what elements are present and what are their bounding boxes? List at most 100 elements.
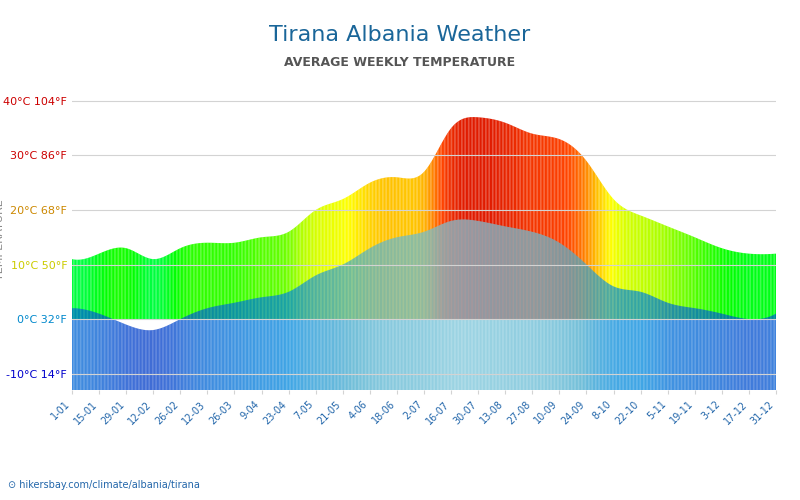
- Polygon shape: [405, 178, 406, 319]
- Polygon shape: [279, 235, 281, 319]
- Polygon shape: [749, 319, 750, 390]
- Polygon shape: [154, 330, 155, 390]
- Polygon shape: [522, 130, 523, 319]
- Polygon shape: [663, 224, 665, 319]
- Polygon shape: [83, 259, 85, 319]
- Polygon shape: [94, 255, 96, 319]
- Polygon shape: [756, 254, 758, 319]
- Polygon shape: [621, 289, 622, 390]
- Polygon shape: [525, 131, 526, 319]
- Polygon shape: [426, 168, 427, 319]
- Polygon shape: [260, 298, 261, 390]
- Polygon shape: [473, 117, 474, 319]
- Polygon shape: [322, 272, 323, 390]
- Polygon shape: [406, 236, 408, 390]
- Polygon shape: [164, 326, 165, 390]
- Polygon shape: [290, 230, 292, 319]
- Polygon shape: [553, 240, 554, 390]
- Polygon shape: [110, 249, 111, 319]
- Polygon shape: [475, 117, 477, 319]
- Polygon shape: [634, 290, 635, 390]
- Polygon shape: [255, 298, 257, 390]
- Polygon shape: [153, 330, 154, 390]
- Polygon shape: [711, 244, 713, 319]
- Polygon shape: [580, 153, 582, 319]
- Polygon shape: [763, 254, 765, 319]
- Polygon shape: [563, 140, 564, 319]
- Polygon shape: [102, 314, 103, 390]
- Polygon shape: [493, 119, 494, 319]
- Polygon shape: [220, 305, 222, 390]
- Polygon shape: [357, 256, 358, 390]
- Polygon shape: [707, 310, 708, 390]
- Polygon shape: [490, 118, 491, 319]
- Polygon shape: [226, 243, 227, 319]
- Polygon shape: [454, 123, 456, 319]
- Polygon shape: [770, 316, 772, 390]
- Polygon shape: [325, 205, 326, 319]
- Polygon shape: [306, 216, 308, 319]
- Polygon shape: [494, 224, 495, 390]
- Polygon shape: [510, 125, 512, 319]
- Polygon shape: [769, 254, 770, 319]
- Polygon shape: [312, 277, 314, 390]
- Polygon shape: [397, 237, 398, 390]
- Polygon shape: [462, 118, 464, 319]
- Polygon shape: [766, 254, 767, 319]
- Polygon shape: [621, 206, 622, 319]
- Polygon shape: [330, 269, 331, 390]
- Polygon shape: [414, 178, 415, 319]
- Polygon shape: [638, 214, 639, 319]
- Polygon shape: [650, 296, 652, 390]
- Polygon shape: [773, 314, 774, 390]
- Polygon shape: [127, 325, 129, 390]
- Polygon shape: [746, 319, 748, 390]
- Polygon shape: [724, 314, 726, 390]
- Polygon shape: [710, 311, 711, 390]
- Polygon shape: [449, 221, 450, 390]
- Polygon shape: [604, 186, 606, 319]
- Polygon shape: [272, 236, 274, 319]
- Polygon shape: [295, 226, 296, 319]
- Polygon shape: [290, 290, 292, 390]
- Polygon shape: [752, 320, 754, 390]
- Polygon shape: [216, 243, 218, 319]
- Polygon shape: [168, 324, 170, 390]
- Polygon shape: [713, 245, 714, 319]
- Polygon shape: [194, 244, 196, 319]
- Polygon shape: [695, 238, 697, 319]
- Polygon shape: [179, 248, 181, 319]
- Polygon shape: [481, 222, 482, 390]
- Polygon shape: [457, 121, 458, 319]
- Polygon shape: [499, 121, 501, 319]
- Polygon shape: [538, 135, 539, 319]
- Polygon shape: [76, 260, 78, 319]
- Polygon shape: [142, 330, 144, 390]
- Polygon shape: [268, 236, 270, 319]
- Polygon shape: [514, 228, 515, 390]
- Polygon shape: [277, 295, 278, 390]
- Polygon shape: [434, 154, 436, 319]
- Polygon shape: [354, 192, 355, 319]
- Polygon shape: [562, 244, 563, 390]
- Polygon shape: [292, 228, 294, 319]
- Polygon shape: [350, 194, 351, 319]
- Polygon shape: [593, 170, 594, 319]
- Polygon shape: [504, 226, 505, 390]
- Polygon shape: [399, 178, 401, 319]
- Polygon shape: [350, 260, 351, 390]
- Polygon shape: [161, 258, 162, 319]
- Polygon shape: [700, 240, 702, 319]
- Polygon shape: [650, 220, 652, 319]
- Polygon shape: [576, 255, 577, 390]
- Polygon shape: [89, 257, 90, 319]
- Polygon shape: [130, 250, 131, 319]
- Polygon shape: [518, 128, 519, 319]
- Polygon shape: [774, 314, 776, 390]
- Polygon shape: [450, 221, 451, 390]
- Polygon shape: [536, 134, 538, 319]
- Polygon shape: [440, 224, 442, 390]
- Polygon shape: [587, 265, 588, 390]
- Polygon shape: [612, 286, 614, 390]
- Polygon shape: [501, 122, 502, 319]
